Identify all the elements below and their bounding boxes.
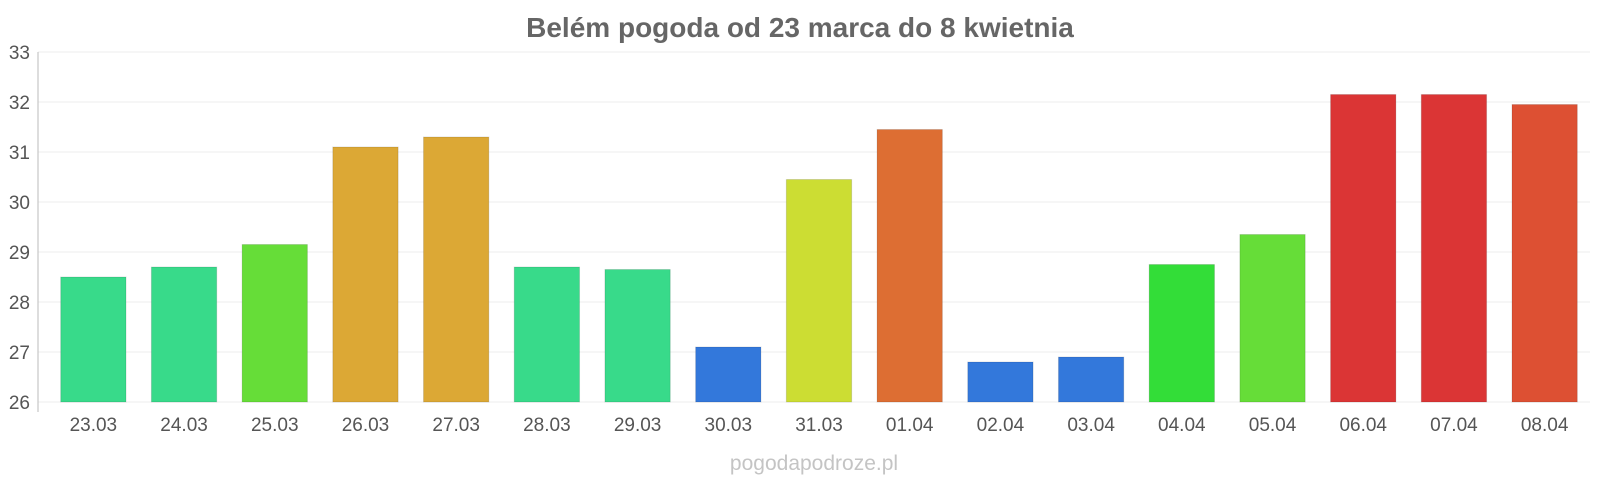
bar-03.04 <box>1057 356 1125 403</box>
bar-30.03 <box>695 346 762 403</box>
x-tick-label: 08.04 <box>1521 415 1569 436</box>
bar-23.03 <box>60 276 127 403</box>
bar-27.03 <box>423 136 490 403</box>
x-axis-ticks: 23.03 24.03 25.03 26.03 27.03 28.03 29.03 30.03… <box>70 415 1569 436</box>
bar-05.04 <box>1239 234 1306 403</box>
y-tick-label: 29 <box>9 243 30 264</box>
y-tick-label: 33 <box>9 43 30 64</box>
watermark: pogodapodroze.pl <box>730 452 898 475</box>
x-tick-label: 31.03 <box>795 415 843 436</box>
y-tick-label: 30 <box>9 193 30 214</box>
bar-26.03 <box>332 146 399 403</box>
bar-02.04 <box>967 361 1034 403</box>
bar-28.03 <box>513 266 581 403</box>
x-tick-label: 06.04 <box>1339 415 1387 436</box>
x-tick-label: 01.04 <box>886 415 934 436</box>
x-tick-label: 29.03 <box>614 415 662 436</box>
bar-06.04 <box>1330 94 1397 403</box>
y-tick-label: 32 <box>9 93 30 114</box>
bar-25.03 <box>241 244 308 403</box>
x-tick-label: 02.04 <box>977 415 1025 436</box>
bar-29.03 <box>604 269 671 403</box>
x-tick-label: 25.03 <box>251 415 299 436</box>
y-tick-label: 31 <box>9 143 30 164</box>
y-tick-label: 26 <box>9 393 30 414</box>
x-tick-label: 03.04 <box>1067 415 1115 436</box>
x-tick-label: 27.03 <box>432 415 480 436</box>
x-tick-label: 23.03 <box>70 415 118 436</box>
y-axis-ticks: 26 27 28 29 30 31 32 33 <box>9 43 30 414</box>
bar-07.04 <box>1420 94 1488 403</box>
x-tick-label: 05.04 <box>1249 415 1297 436</box>
y-tick-label: 28 <box>9 293 30 314</box>
bar-08.04 <box>1511 104 1578 403</box>
bar-31.03 <box>785 179 853 403</box>
bars <box>60 94 1578 403</box>
y-tick-label: 27 <box>9 343 30 364</box>
x-tick-label: 07.04 <box>1430 415 1478 436</box>
bar-04.04 <box>1148 264 1215 403</box>
bar-24.03 <box>150 266 218 403</box>
x-tick-label: 26.03 <box>342 415 390 436</box>
bar-01.04 <box>876 129 943 403</box>
x-tick-label: 24.03 <box>160 415 208 436</box>
x-tick-label: 04.04 <box>1158 415 1206 436</box>
x-tick-label: 28.03 <box>523 415 571 436</box>
chart-title: Belém pogoda od 23 marca do 8 kwietnia <box>526 12 1074 43</box>
x-tick-label: 30.03 <box>705 415 753 436</box>
